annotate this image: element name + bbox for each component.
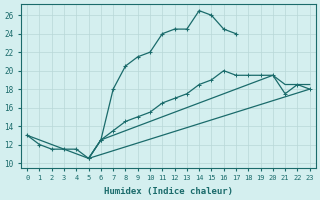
X-axis label: Humidex (Indice chaleur): Humidex (Indice chaleur) <box>104 187 233 196</box>
